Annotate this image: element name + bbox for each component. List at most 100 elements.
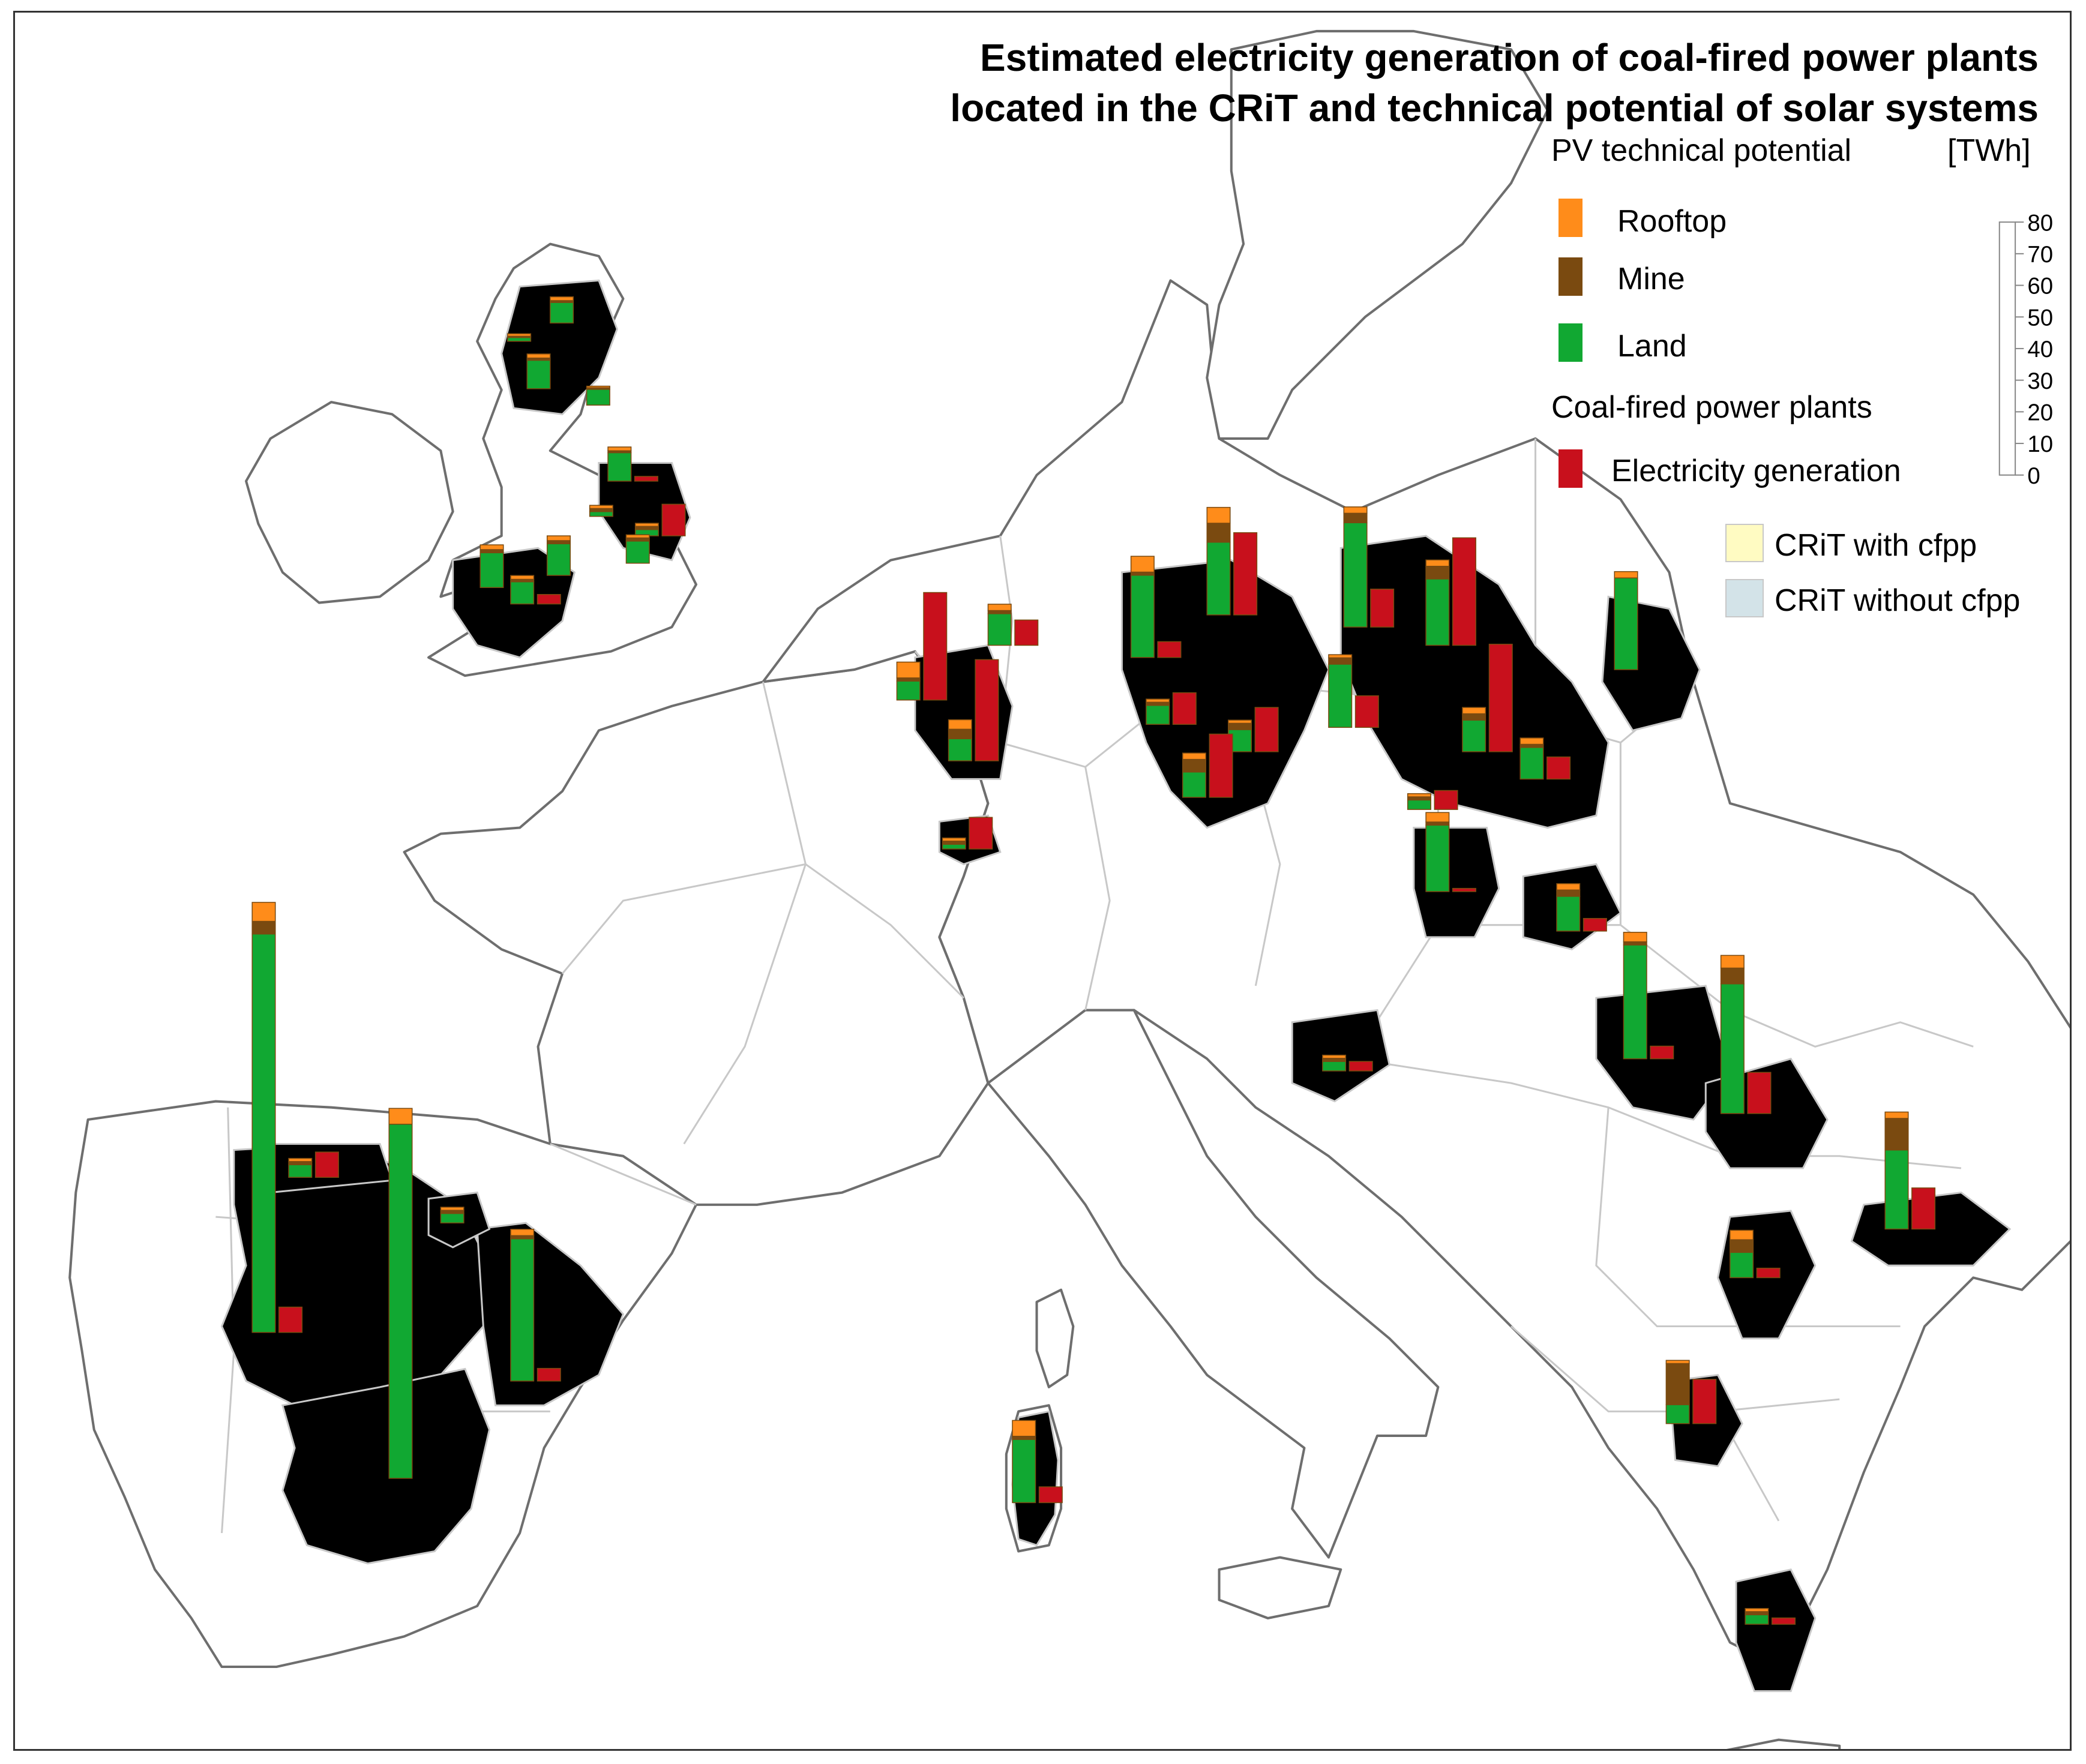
- rooftop-bar: [550, 296, 574, 301]
- scale-tick-label: 20: [2027, 400, 2053, 426]
- legend-crit-without-swatch: [1725, 579, 1764, 617]
- land-bar: [896, 680, 921, 701]
- generation-bar: [1209, 733, 1233, 798]
- rooftop-bar: [440, 1207, 464, 1211]
- scale-tick-label: 30: [2027, 368, 2053, 394]
- generation-bar: [923, 592, 948, 701]
- mine-bar: [1745, 1611, 1769, 1616]
- land-bar: [1720, 983, 1745, 1114]
- rooftop-bar: [1745, 1607, 1769, 1612]
- rooftop-bar: [634, 523, 659, 527]
- generation-bar: [1546, 756, 1571, 780]
- rooftop-bar: [586, 385, 610, 388]
- land-bar: [546, 543, 571, 576]
- generation-bar: [975, 659, 999, 761]
- mine-bar: [1012, 1435, 1036, 1440]
- mine-bar: [1556, 889, 1581, 897]
- rooftop-bar: [1146, 698, 1170, 703]
- land-bar: [1322, 1061, 1347, 1072]
- legend-generation-label: Electricity generation: [1611, 454, 1901, 488]
- map-frame: 80 70 60 50 40 30 20 10 0 Estimated electricity …: [13, 11, 2072, 1751]
- generation-bar: [537, 594, 561, 605]
- legend-crit-with-swatch: [1725, 524, 1764, 562]
- mine-bar: [634, 526, 659, 530]
- scale-tick-label: 70: [2027, 242, 2053, 268]
- rooftop-bar: [546, 535, 571, 541]
- rooftop-bar: [1322, 1054, 1347, 1059]
- land-bar: [1425, 824, 1450, 892]
- rooftop-bar: [987, 604, 1012, 611]
- land-bar: [1206, 541, 1231, 616]
- land-bar: [607, 452, 632, 482]
- land-bar: [288, 1164, 313, 1178]
- land-bar: [586, 389, 610, 406]
- land-bar: [1623, 944, 1647, 1060]
- legend-crit-without-label: CRiT without cfpp: [1775, 583, 2021, 618]
- legend-land-swatch: [1558, 323, 1583, 362]
- land-bar: [440, 1213, 464, 1224]
- land-bar: [1745, 1614, 1769, 1625]
- land-bar: [1012, 1439, 1036, 1504]
- generation-bar: [1014, 619, 1039, 646]
- mine-bar: [625, 537, 650, 542]
- mine-bar: [589, 508, 613, 512]
- mine-bar: [1227, 722, 1252, 730]
- rooftop-bar: [1623, 932, 1647, 943]
- mine-bar: [251, 920, 276, 935]
- rooftop-bar: [526, 353, 551, 359]
- rooftop-bar: [1407, 793, 1431, 797]
- crit-peloponnese: [1735, 1568, 1817, 1693]
- rooftop-bar: [510, 575, 535, 580]
- land-bar: [510, 581, 535, 605]
- land-bar: [1407, 799, 1431, 810]
- mine-bar: [1322, 1058, 1347, 1062]
- title-line-2: located in the CRiT and technical potent…: [950, 86, 2039, 130]
- mine-bar: [479, 549, 504, 554]
- generation-bar: [278, 1306, 303, 1333]
- land-bar: [1462, 719, 1486, 752]
- land-bar: [1556, 896, 1581, 932]
- mine-bar: [1884, 1118, 1909, 1151]
- legend-pv-heading: PV technical potential: [1551, 133, 1852, 168]
- mine-bar: [948, 728, 972, 739]
- mine-bar: [1206, 523, 1231, 543]
- europe-map: 80 70 60 50 40 30 20 10 0: [68, 29, 2070, 1749]
- land-bar: [1343, 522, 1368, 628]
- mine-bar: [1407, 796, 1431, 801]
- rooftop-bar: [1730, 1229, 1754, 1240]
- legend-scale: 80 70 60 50 40 30 20 10 0: [1998, 210, 2053, 489]
- generation-bar: [1650, 1045, 1674, 1060]
- rooftop-bar: [1614, 571, 1638, 578]
- mine-bar: [1343, 512, 1368, 523]
- generation-bar: [1434, 790, 1458, 810]
- rooftop-bar: [1720, 955, 1745, 969]
- land-bar: [550, 302, 574, 324]
- generation-bar: [1354, 695, 1379, 728]
- rooftop-bar: [510, 1229, 535, 1237]
- mine-bar: [1425, 565, 1450, 580]
- rooftop-bar: [1012, 1420, 1036, 1437]
- mine-bar: [1130, 571, 1155, 576]
- legend-mine-swatch: [1558, 257, 1583, 296]
- generation-bar: [1747, 1072, 1772, 1114]
- generation-bar: [1488, 643, 1513, 752]
- generation-bar: [1348, 1061, 1373, 1072]
- scale-tick-label: 0: [2027, 463, 2040, 489]
- legend-crit-with-label: CRiT with cfpp: [1775, 528, 1977, 563]
- scale-tick-label: 60: [2027, 274, 2053, 299]
- legend-unit: [TWh]: [1947, 133, 2031, 168]
- rooftop-bar: [1462, 707, 1486, 715]
- land-bar: [526, 359, 551, 389]
- land-bar: [987, 613, 1012, 646]
- generation-bar: [1692, 1379, 1717, 1424]
- land-bar: [589, 511, 613, 517]
- scale-tick-label: 40: [2027, 337, 2053, 362]
- generation-bar: [1172, 692, 1197, 725]
- generation-bar: [1233, 532, 1258, 616]
- land-bar: [479, 552, 504, 588]
- legend-land-label: Land: [1617, 329, 1687, 364]
- chart-bars: [251, 296, 1936, 1625]
- generation-bar: [1370, 589, 1395, 628]
- rooftop-bar: [1328, 654, 1353, 659]
- land-bar: [1328, 664, 1353, 728]
